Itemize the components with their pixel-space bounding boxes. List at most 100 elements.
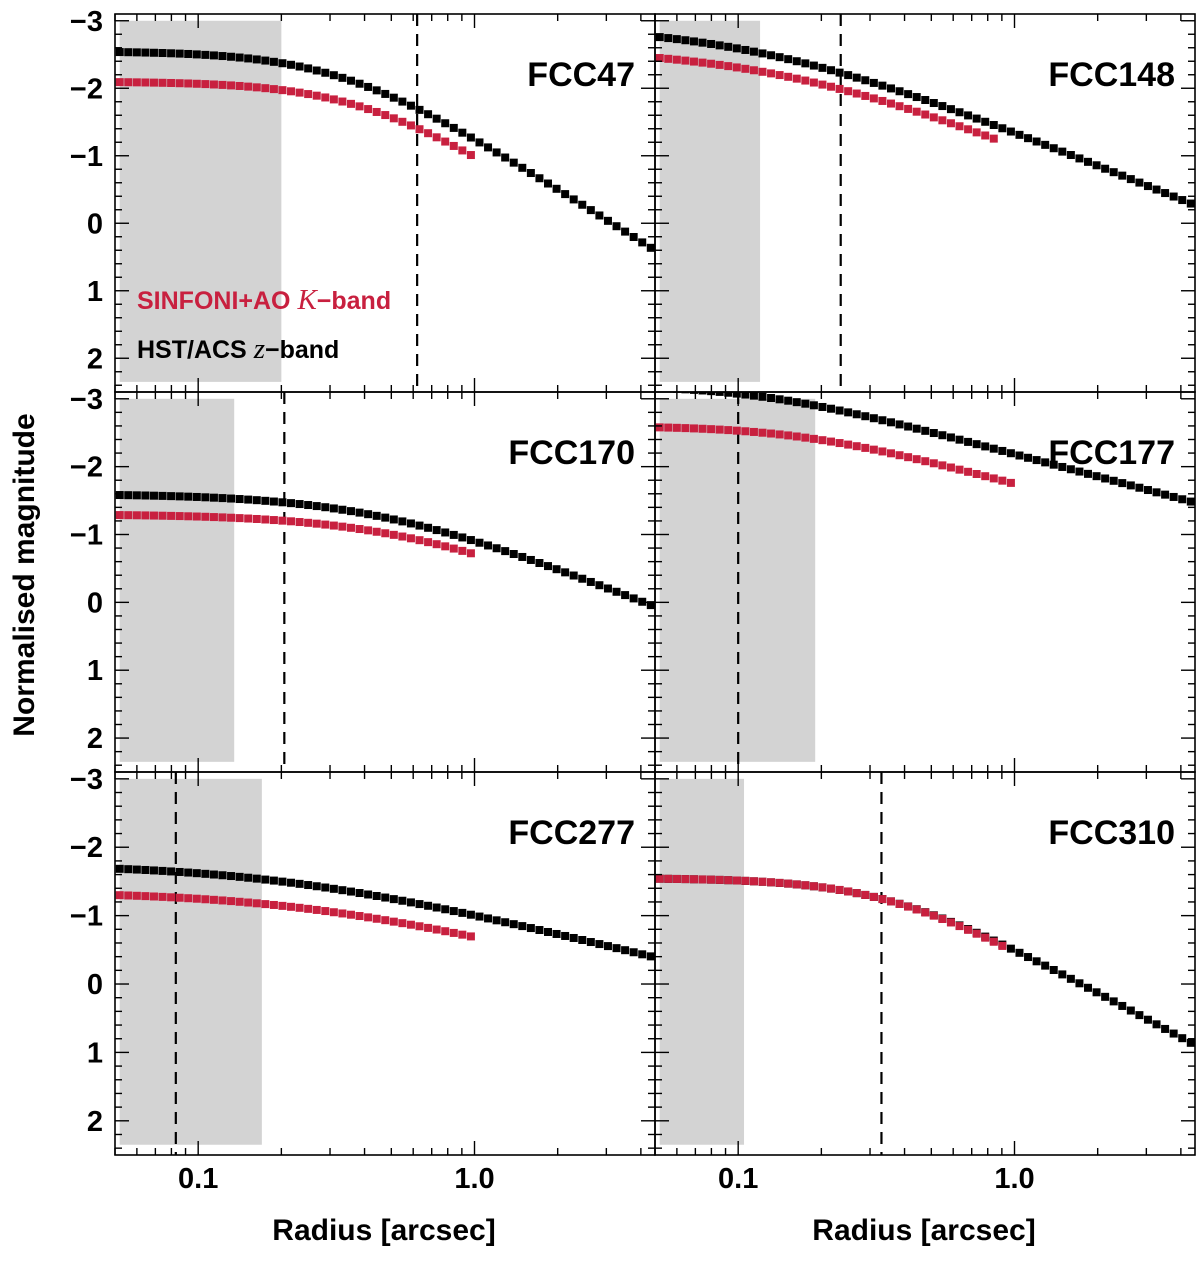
hst-point xyxy=(329,71,338,80)
sinfoni-point xyxy=(346,523,355,532)
sinfoni-point xyxy=(664,423,673,432)
hst-point xyxy=(149,48,158,57)
sinfoni-point xyxy=(792,432,801,441)
hst-point xyxy=(655,33,664,42)
hst-point xyxy=(526,924,535,933)
sinfoni-point xyxy=(218,513,227,522)
hst-point xyxy=(544,562,553,571)
hst-point xyxy=(809,401,818,410)
hst-point xyxy=(741,45,750,54)
hst-point xyxy=(724,42,733,51)
y-tick-label: −2 xyxy=(70,452,103,484)
sinfoni-point xyxy=(698,875,707,884)
sinfoni-point xyxy=(741,876,750,885)
hst-point xyxy=(415,521,424,530)
hst-point xyxy=(209,51,218,60)
sinfoni-point xyxy=(209,895,218,904)
hst-point xyxy=(458,908,467,917)
sinfoni-point xyxy=(989,474,998,483)
hst-point xyxy=(458,533,467,542)
hst-point xyxy=(269,497,278,506)
hst-point xyxy=(1041,458,1050,467)
legend-suffix: −band xyxy=(265,336,339,364)
hst-point xyxy=(218,494,227,503)
hst-point xyxy=(964,437,973,446)
sinfoni-point xyxy=(921,908,930,917)
sinfoni-point xyxy=(364,526,373,535)
sinfoni-point xyxy=(724,426,733,435)
hst-point xyxy=(406,101,415,110)
sinfoni-point xyxy=(201,895,210,904)
hst-point xyxy=(775,395,784,404)
hst-point xyxy=(758,392,767,401)
hst-point xyxy=(552,184,561,193)
sinfoni-point xyxy=(758,67,767,76)
hst-point xyxy=(535,926,544,935)
hst-point xyxy=(475,538,484,547)
sinfoni-point xyxy=(972,929,981,938)
hst-point xyxy=(732,44,741,53)
plot-area xyxy=(655,772,1195,1155)
sinfoni-point xyxy=(707,425,716,434)
hst-point xyxy=(458,128,467,137)
sinfoni-point xyxy=(269,85,278,94)
hst-point xyxy=(1041,961,1050,970)
sinfoni-point xyxy=(861,890,870,899)
sinfoni-point xyxy=(672,874,681,883)
sinfoni-point xyxy=(981,472,990,481)
hst-point xyxy=(338,73,347,82)
hst-point xyxy=(886,84,895,93)
sinfoni-point xyxy=(244,514,253,523)
hst-point xyxy=(441,905,450,914)
sinfoni-point xyxy=(861,91,870,100)
sinfoni-point xyxy=(784,431,793,440)
panel-name: FCC310 xyxy=(1048,814,1175,852)
panel-fcc170: −3 −2 −1 0 1 2 FCC170 xyxy=(70,384,656,773)
sinfoni-point xyxy=(424,923,433,932)
y-tick-label: −1 xyxy=(70,901,103,933)
hst-point xyxy=(1006,127,1015,136)
sinfoni-point xyxy=(827,437,836,446)
sinfoni-point xyxy=(844,887,853,896)
sinfoni-point xyxy=(458,930,467,939)
sinfoni-point xyxy=(886,897,895,906)
hst-point xyxy=(158,491,167,500)
hst-point xyxy=(124,48,133,57)
panel-name: FCC170 xyxy=(508,434,635,472)
hst-point xyxy=(501,153,510,162)
sinfoni-point xyxy=(321,907,330,916)
hst-point xyxy=(586,206,595,215)
legend-text: SINFONI+AO xyxy=(137,287,297,315)
hst-point xyxy=(621,227,630,236)
sinfoni-point xyxy=(989,134,998,143)
hst-point xyxy=(1066,465,1075,474)
hst-point xyxy=(415,900,424,909)
hst-point xyxy=(869,78,878,87)
sinfoni-point xyxy=(809,78,818,87)
sinfoni-point xyxy=(227,897,236,906)
y-tick-label: 2 xyxy=(87,343,103,375)
sinfoni-point xyxy=(707,59,716,68)
hst-point xyxy=(1178,196,1187,205)
hst-point xyxy=(338,505,347,514)
hst-point xyxy=(329,884,338,893)
panel-name: FCC47 xyxy=(527,56,635,94)
hst-point xyxy=(955,435,964,444)
hst-point xyxy=(792,57,801,66)
hst-point xyxy=(201,493,210,502)
sinfoni-point xyxy=(295,903,304,912)
hst-point xyxy=(792,398,801,407)
sinfoni-point xyxy=(466,932,475,941)
hst-point xyxy=(1006,944,1015,953)
plot-area xyxy=(115,772,655,1155)
hst-point xyxy=(561,931,570,940)
sinfoni-point xyxy=(406,920,415,929)
hst-point xyxy=(209,870,218,879)
hst-point xyxy=(852,410,861,419)
hst-point xyxy=(132,865,141,874)
sinfoni-point xyxy=(124,891,133,900)
hst-point xyxy=(672,35,681,44)
hst-point xyxy=(603,216,612,225)
